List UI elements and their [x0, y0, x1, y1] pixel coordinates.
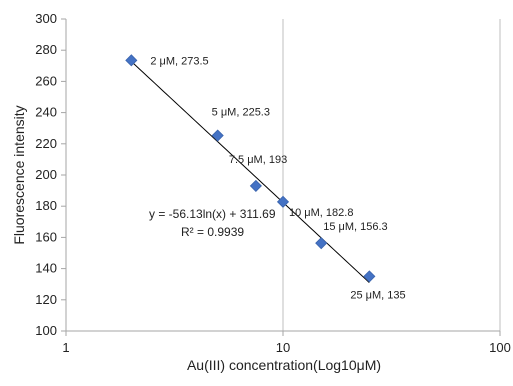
- data-point: [249, 179, 262, 192]
- r-squared-label: R² = 0.9939: [181, 225, 244, 239]
- data-point: [315, 237, 328, 250]
- y-tick-label: 160: [35, 229, 57, 244]
- x-tick-label: 10: [276, 340, 290, 355]
- x-axis-title: Au(III) concentration(Log10μM): [187, 357, 381, 373]
- data-label: 10 μM, 182.8: [289, 207, 353, 219]
- y-tick-label: 200: [35, 167, 57, 182]
- x-tick-label: 1: [62, 340, 69, 355]
- data-label: 7.5 μM, 193: [229, 154, 287, 166]
- logarithmic-trendline: [130, 61, 370, 283]
- y-tick-label: 300: [35, 11, 57, 26]
- data-point: [211, 129, 224, 142]
- y-tick-label: 220: [35, 136, 57, 151]
- data-point: [363, 270, 376, 283]
- data-label: 25 μM, 135: [350, 289, 405, 301]
- y-tick-label: 140: [35, 261, 57, 276]
- trendline-equation: y = -56.13ln(x) + 311.69: [149, 207, 276, 221]
- y-axis-title: Fluorescence intensity: [11, 105, 27, 244]
- y-tick-label: 180: [35, 198, 57, 213]
- y-tick-label: 120: [35, 292, 57, 307]
- data-label: 15 μM, 156.3: [323, 221, 387, 233]
- data-point: [276, 195, 290, 208]
- data-point: [125, 54, 138, 67]
- data-label: 5 μM, 225.3: [212, 107, 270, 119]
- y-tick-label: 280: [35, 42, 57, 57]
- y-tick-label: 100: [35, 323, 57, 338]
- x-tick-label: 100: [489, 340, 511, 355]
- y-tick-label: 240: [35, 105, 57, 120]
- y-tick-label: 260: [35, 73, 57, 88]
- data-label: 2 μM, 273.5: [150, 55, 208, 67]
